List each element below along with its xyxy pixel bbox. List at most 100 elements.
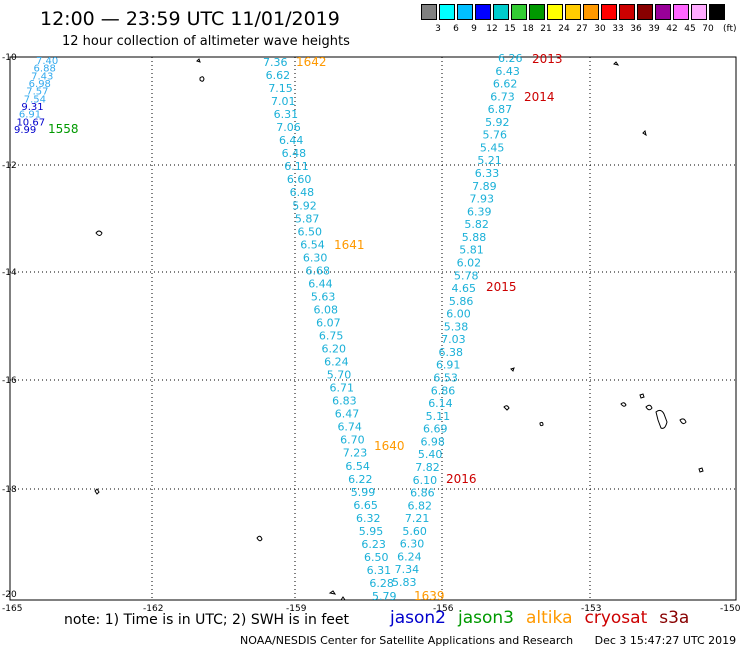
legend-swatch	[529, 4, 545, 20]
swh-value: 7.03	[441, 333, 466, 346]
legend-swatch	[709, 4, 725, 20]
legend-label: 30	[594, 24, 606, 34]
legend-swatch	[511, 4, 527, 20]
island-outline	[256, 535, 263, 542]
island-outline	[510, 367, 515, 372]
lat-tick-label: -18	[2, 485, 17, 495]
swh-value: 6.44	[308, 277, 333, 290]
map-grid	[10, 57, 736, 600]
legend-swatch	[673, 4, 689, 20]
legend-swatch	[601, 4, 617, 20]
swh-value: 7.57	[26, 87, 48, 98]
swh-value: 6.22	[348, 473, 373, 486]
legend-swatch	[565, 4, 581, 20]
swh-value: 5.78	[454, 269, 479, 282]
swh-value: 6.47	[335, 408, 360, 421]
pass-time-label: 1639	[414, 589, 445, 603]
legend-swatch	[619, 4, 635, 20]
swh-value: 6.54	[345, 460, 370, 473]
legend-unit: (ft)	[723, 24, 737, 34]
swh-value: 6.74	[337, 421, 362, 434]
swh-value: 5.83	[392, 576, 417, 589]
swh-value: 6.24	[324, 356, 349, 369]
island-outline	[328, 590, 337, 595]
swh-value: 6.26	[498, 52, 523, 65]
swh-value: 6.86	[431, 384, 456, 397]
swh-value: 5.92	[485, 116, 510, 129]
lon-tick-label: -159	[286, 604, 307, 614]
island-outline	[620, 402, 627, 407]
island-outline	[679, 418, 687, 425]
swh-value: 5.99	[351, 486, 376, 499]
swh-value: 6.98	[29, 79, 51, 90]
swh-value: 7.82	[415, 461, 440, 474]
swh-value: 7.93	[470, 193, 495, 206]
swh-value: 7.36	[263, 56, 288, 69]
swh-value: 5.88	[462, 231, 487, 244]
island-outline	[639, 393, 645, 399]
swh-value: 6.43	[495, 65, 520, 78]
legend-swatch	[421, 4, 437, 20]
swh-value: 6.62	[266, 69, 291, 82]
swh-value: 6.14	[428, 397, 453, 410]
swh-value: 6.02	[457, 256, 482, 269]
swh-value: 6.69	[423, 423, 448, 436]
swh-value: 6.62	[493, 78, 517, 91]
legend-label: 42	[666, 24, 678, 34]
swh-value: 5.76	[482, 129, 507, 142]
swh-value: 6.38	[439, 346, 464, 359]
timestamp: Dec 3 15:47:27 UTC 2019	[594, 634, 737, 647]
swh-value: 7.23	[343, 447, 368, 460]
legend-label: 39	[648, 24, 660, 34]
swh-value: 5.87	[295, 212, 320, 225]
swh-value: 7.43	[31, 71, 53, 82]
legend-label: 9	[471, 24, 477, 34]
swh-value: 6.30	[400, 538, 425, 551]
lon-tick-label: -162	[143, 604, 163, 614]
pass-time-label: 1558	[48, 122, 79, 136]
pass-time-label: 2016	[446, 472, 477, 486]
swh-value: 6.73	[490, 90, 515, 103]
swh-value: 6.98	[420, 435, 445, 448]
swh-value: 6.08	[314, 303, 339, 316]
swh-value: 6.31	[274, 108, 299, 121]
island-outline	[196, 58, 201, 63]
island-outline	[645, 404, 653, 411]
swh-value: 6.48	[290, 186, 315, 199]
swh-value: 7.01	[271, 95, 296, 108]
legend-label: 24	[558, 24, 570, 34]
island-outline	[698, 467, 704, 473]
swh-value: 5.79	[372, 590, 397, 603]
swh-value: 6.53	[433, 372, 458, 385]
satellite-legend-jason2: jason2	[390, 608, 446, 628]
legend-label: 18	[522, 24, 534, 34]
swh-value: 7.40	[36, 56, 58, 67]
island-outline	[613, 61, 620, 66]
legend-swatch	[439, 4, 455, 20]
swh-value: 5.81	[459, 244, 484, 257]
swh-value: 6.83	[332, 395, 357, 408]
swh-value: 7.21	[405, 512, 430, 525]
swh-value: 6.33	[475, 167, 500, 180]
satellite-legend-altika: altika	[526, 608, 573, 628]
legend-swatch	[637, 4, 653, 20]
swh-value: 6.24	[397, 550, 422, 563]
swh-value: 6.48	[282, 147, 307, 160]
legend-swatch	[655, 4, 671, 20]
legend-label: 12	[486, 24, 498, 34]
island-outline	[642, 130, 647, 137]
swh-value: 7.34	[395, 563, 420, 576]
swh-value: 6.10	[413, 474, 438, 487]
satellite-legend: jason2 jason3 altika cryosat s3a	[390, 608, 701, 628]
swh-value: 6.86	[410, 487, 435, 500]
swh-value: 6.07	[316, 316, 341, 329]
lat-tick-label: -10	[2, 53, 17, 63]
island-outline	[94, 488, 100, 495]
pass-time-labels: 1558 1642 1641 1640 1639 2013 2014 2015 2016	[48, 52, 563, 603]
lon-tick-label: -153	[581, 604, 601, 614]
lon-tick-label: -150	[720, 604, 740, 614]
swh-value: 7.54	[24, 94, 46, 105]
altimeter-tracks: 7.406.887.436.987.577.549.316.9110.679.9…	[14, 52, 523, 603]
map-title: 12:00 — 23:59 UTC 11/01/2019	[40, 8, 340, 30]
